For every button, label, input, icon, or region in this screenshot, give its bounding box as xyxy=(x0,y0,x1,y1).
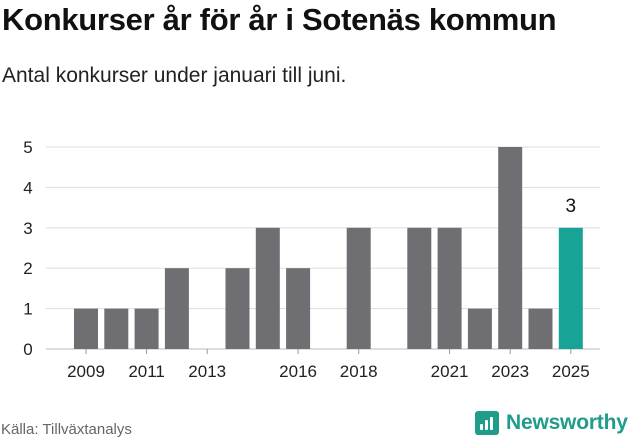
bar-2016 xyxy=(286,268,311,349)
bar-2021 xyxy=(437,227,462,349)
bar-2014 xyxy=(225,268,250,349)
x-tick-label: 2021 xyxy=(431,362,469,381)
y-tick-label: 4 xyxy=(23,178,32,197)
data-labels: 3 xyxy=(566,196,577,217)
x-tick-label: 2009 xyxy=(67,362,105,381)
x-tick-label: 2018 xyxy=(340,362,378,381)
y-tick-label: 0 xyxy=(23,340,32,359)
x-tick-label: 2016 xyxy=(279,362,317,381)
chart-logo-icon xyxy=(475,411,499,435)
x-tick-label: 2023 xyxy=(491,362,529,381)
bars xyxy=(74,147,583,349)
bar-2024 xyxy=(528,308,553,349)
bar-2010 xyxy=(104,308,129,349)
bar-2025 xyxy=(558,227,583,349)
y-tick-label: 3 xyxy=(23,219,32,238)
bar-2018 xyxy=(346,227,371,349)
bar-2022 xyxy=(467,308,492,349)
x-tick-label: 2013 xyxy=(188,362,226,381)
y-tick-label: 2 xyxy=(23,259,32,278)
bar-2015 xyxy=(255,227,280,349)
brand-name: Newsworthy xyxy=(506,411,628,434)
chart-title: Konkurser år för år i Sotenäs kommun xyxy=(2,2,557,37)
bar-2020 xyxy=(407,227,432,349)
x-tick-label: 2025 xyxy=(552,362,590,381)
newsworthy-logo: Newsworthy xyxy=(475,409,628,437)
chart-subtitle: Antal konkurser under januari till juni. xyxy=(2,64,347,87)
y-tick-label: 1 xyxy=(23,300,32,319)
x-tick-label: 2011 xyxy=(128,362,165,381)
x-axis-ticks: 2009 2011 2013 2016 2018 2021 2023 2025 xyxy=(67,349,590,381)
bar-2011 xyxy=(134,308,159,349)
bar-2009 xyxy=(74,308,98,349)
y-axis-ticks: 0 1 2 3 4 5 xyxy=(23,138,32,359)
bar-2023 xyxy=(498,147,523,349)
data-label: 3 xyxy=(566,196,577,217)
source-note: Källa: Tillväxtanalys xyxy=(1,421,132,438)
bar-2012 xyxy=(164,268,189,349)
y-tick-label: 5 xyxy=(23,138,32,157)
